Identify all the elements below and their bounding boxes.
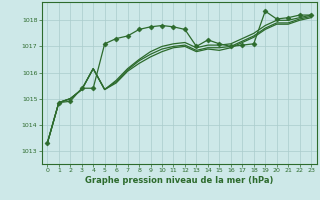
X-axis label: Graphe pression niveau de la mer (hPa): Graphe pression niveau de la mer (hPa) <box>85 176 273 185</box>
